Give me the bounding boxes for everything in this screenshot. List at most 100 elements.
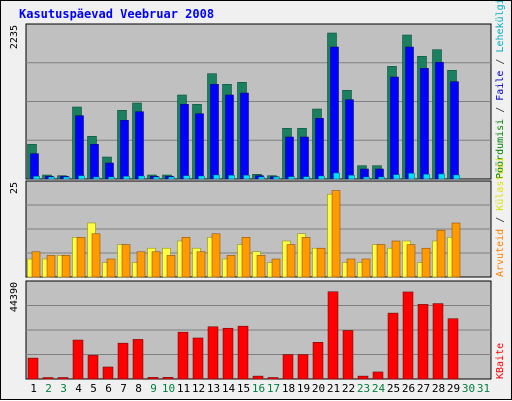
day-label-31: 31 [477,382,490,395]
bar-pages-25 [393,174,400,180]
bar-kbytes-1 [27,357,39,380]
bar-hosts-7 [121,244,131,278]
bar-hosts-18 [286,244,296,278]
bar-kbytes-29 [447,318,459,380]
bar-kbytes-23 [357,375,369,380]
bar-hosts-4 [76,237,86,278]
day-label-7: 7 [120,382,127,395]
bar-kbytes-9 [147,377,159,380]
day-label-28: 28 [432,382,445,395]
bar-hosts-14 [226,255,236,278]
bar-hosts-29 [451,222,461,278]
day-label-29: 29 [447,382,460,395]
bar-hosts-20 [316,247,326,278]
day-label-10: 10 [162,382,175,395]
middle-legend-label: Külastusi [495,157,506,211]
bar-pages-23 [363,176,370,180]
bar-kbytes-10 [162,377,174,380]
day-label-25: 25 [387,382,400,395]
bar-files-1 [30,153,39,180]
bar-hosts-8 [136,251,146,278]
bar-kbytes-26 [402,291,414,380]
bar-hosts-13 [211,233,221,278]
day-label-20: 20 [312,382,325,395]
bar-pages-8 [138,175,145,180]
bar-kbytes-6 [102,366,114,380]
bar-hosts-3 [61,255,71,278]
day-label-16: 16 [252,382,265,395]
bar-hosts-21 [331,190,341,278]
bar-hosts-15 [241,237,251,278]
bar-kbytes-2 [42,377,54,380]
bar-files-15 [240,92,249,180]
bar-files-22 [345,99,354,180]
bar-files-12 [195,113,204,180]
bar-kbytes-13 [207,326,219,380]
bar-files-5 [90,144,99,180]
top-legend-label: / [495,53,506,71]
bar-pages-9 [153,176,160,180]
bar-files-29 [450,81,459,180]
day-label-9: 9 [150,382,157,395]
middle-legend-label: Arvuteid [495,229,506,277]
bar-files-4 [75,115,84,180]
chart-title: Kasutuspäevad Veebruar 2008 [19,7,214,21]
bar-files-13 [210,84,219,180]
bar-pages-26 [408,173,415,180]
bar-kbytes-16 [252,375,264,380]
bar-pages-21 [333,172,340,180]
bar-kbytes-7 [117,342,129,380]
middle-legend-label: / [495,211,506,229]
bar-kbytes-14 [222,327,234,380]
day-label-19: 19 [297,382,310,395]
bar-files-28 [435,62,444,180]
day-label-23: 23 [357,382,370,395]
bar-hosts-12 [196,251,206,278]
bar-kbytes-27 [417,304,429,380]
bar-pages-28 [438,173,445,180]
bar-pages-11 [183,175,190,180]
bar-pages-18 [288,176,295,180]
bar-hosts-2 [46,255,56,278]
bar-pages-19 [303,176,310,180]
bar-pages-16 [258,176,265,180]
bar-kbytes-5 [87,355,99,380]
bar-files-18 [285,136,294,180]
day-label-4: 4 [75,382,82,395]
bar-kbytes-18 [282,354,294,380]
bar-kbytes-21 [327,291,339,380]
bar-pages-10 [168,176,175,180]
bar-kbytes-24 [372,371,384,380]
day-label-3: 3 [60,382,67,395]
bar-hosts-25 [391,240,401,278]
bar-hosts-26 [406,244,416,278]
bar-files-6 [105,162,114,180]
bar-hosts-19 [301,237,311,278]
top-legend-label: Lehekülgi [495,1,506,53]
bar-files-20 [315,118,324,180]
bar-pages-1 [33,176,40,180]
bar-hosts-22 [346,258,356,278]
bar-files-11 [180,104,189,180]
bar-hosts-28 [436,229,446,278]
bar-kbytes-8 [132,339,144,380]
bar-hosts-10 [166,255,176,278]
day-label-26: 26 [402,382,415,395]
day-label-21: 21 [327,382,340,395]
bar-pages-24 [378,176,385,180]
bar-kbytes-25 [387,312,399,380]
bar-pages-27 [423,174,430,180]
bar-files-26 [405,46,414,180]
bottom-legend-label: KBaite [495,343,506,379]
day-label-14: 14 [222,382,236,395]
bar-pages-17 [273,176,280,180]
bottom-max-label: 44390 [9,282,20,312]
bar-pages-5 [93,176,100,180]
bar-files-14 [225,94,234,180]
middle-legend: Arvuteid / Külastusi [495,157,506,277]
day-label-8: 8 [135,382,142,395]
bar-kbytes-4 [72,339,84,380]
bar-kbytes-11 [177,331,189,380]
